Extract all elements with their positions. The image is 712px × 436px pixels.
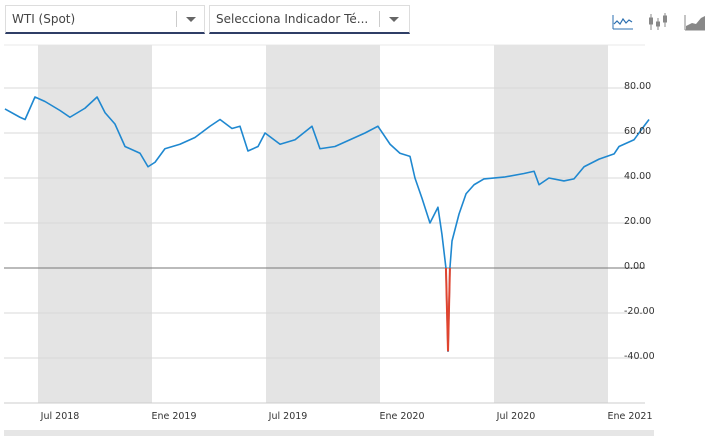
shaded-band [494,45,608,403]
chevron-down-icon[interactable] [186,17,196,22]
line-chart-icon[interactable] [612,12,634,32]
y-tick-label: -40.00 [624,351,655,362]
chevron-down-icon[interactable] [389,17,399,22]
y-tick-label: 60.00 [624,126,652,137]
indicator-select-value: Selecciona Indicador Té... [216,12,369,26]
indicator-select[interactable]: Selecciona Indicador Té... [209,5,410,34]
y-tick-label: 20.00 [624,216,652,227]
y-tick-label: 0.00 [624,261,646,272]
series-select-value: WTI (Spot) [12,12,76,26]
shaded-band [266,45,380,403]
x-tick-label: Jul 2019 [268,411,308,422]
series-select[interactable]: WTI (Spot) [5,5,205,34]
divider [176,11,177,27]
x-tick-label: Jul 2018 [40,411,80,422]
y-tick-label: -20.00 [624,306,655,317]
x-tick-label: Ene 2021 [607,411,653,422]
x-tick-label: Jul 2020 [496,411,536,422]
area-chart-icon[interactable] [684,12,706,32]
shaded-band [38,45,152,403]
x-tick-label: Ene 2019 [151,411,197,422]
candlestick-icon[interactable] [647,12,669,32]
navigator-scrollbar[interactable] [4,430,654,436]
y-tick-label: 40.00 [624,171,652,182]
x-tick-label: Ene 2020 [379,411,425,422]
y-tick-label: 80.00 [624,81,652,92]
negative-price-segment [447,267,451,352]
divider [379,11,380,27]
price-line [4,96,650,353]
